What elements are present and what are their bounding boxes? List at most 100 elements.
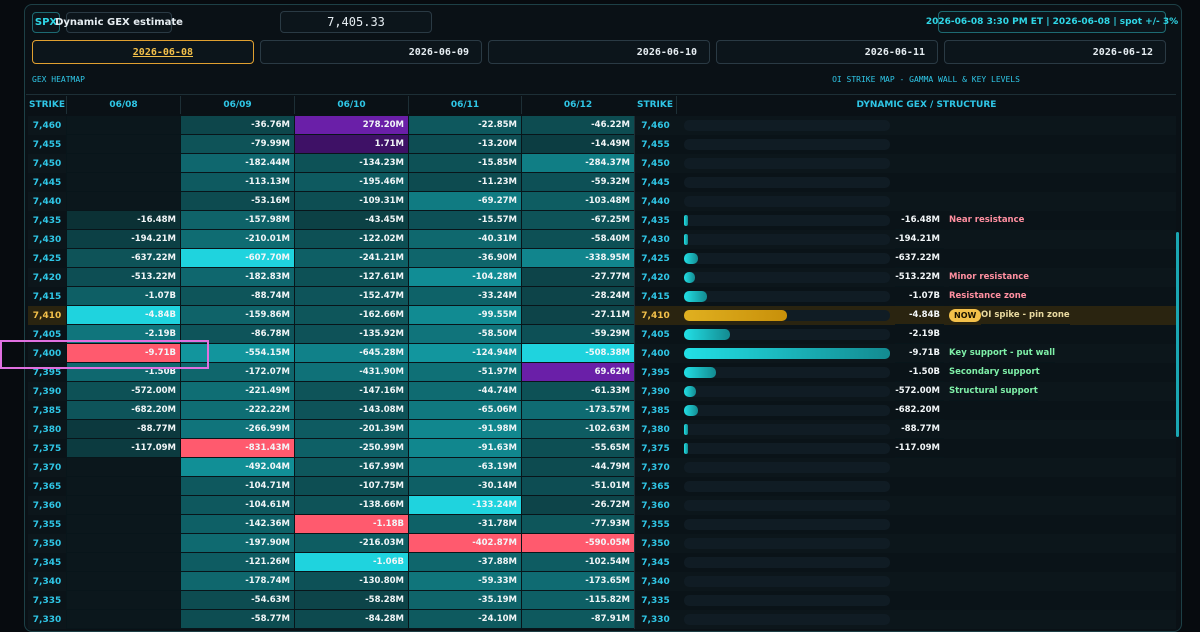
date-tab[interactable]: 2026-06-12 bbox=[944, 40, 1166, 64]
heat-cell: -59.32M bbox=[521, 173, 634, 192]
heat-cell: -157.98M bbox=[180, 211, 294, 230]
section-title: GEX HEATMAP bbox=[32, 75, 85, 84]
heat-cell: -24.10M bbox=[408, 610, 521, 629]
heat-cell: -13.20M bbox=[408, 135, 521, 154]
heat-cell: -14.49M bbox=[521, 135, 634, 154]
gex-label: -572.00M bbox=[895, 382, 944, 401]
heat-cell: -107.75M bbox=[294, 477, 408, 496]
bar-track bbox=[684, 329, 890, 340]
strike: 7,385 bbox=[32, 405, 62, 416]
heat-cell: -88.74M bbox=[180, 287, 294, 306]
heat-cell: -67.25M bbox=[521, 211, 634, 230]
gex-label: -637.22M bbox=[895, 249, 944, 268]
heat-cell: -241.21M bbox=[294, 249, 408, 268]
date-tab[interactable]: 2026-06-11 bbox=[716, 40, 938, 64]
heat-cell bbox=[66, 116, 180, 135]
heat-cell: -130.80M bbox=[294, 572, 408, 591]
gex-label: -9.71B bbox=[895, 344, 944, 363]
heat-cell: -195.46M bbox=[294, 173, 408, 192]
heat-cell: -35.19M bbox=[408, 591, 521, 610]
strike: 7,395 bbox=[634, 363, 676, 382]
strike: 7,400 bbox=[634, 344, 676, 363]
gex-label: -1.07B bbox=[895, 287, 944, 306]
heat-cell: -102.54M bbox=[521, 553, 634, 572]
spot-price: 7,405.33 bbox=[280, 11, 432, 33]
heat-cell: -682.20M bbox=[66, 401, 180, 420]
scrollbar[interactable] bbox=[1176, 232, 1179, 437]
gex-label: -2.19B bbox=[895, 325, 944, 344]
heat-cell bbox=[66, 572, 180, 591]
heat-cell: -402.87M bbox=[408, 534, 521, 553]
heat-cell: -216.03M bbox=[294, 534, 408, 553]
heat-cell: -102.63M bbox=[521, 420, 634, 439]
heat-cell: -36.90M bbox=[408, 249, 521, 268]
bar-track bbox=[684, 272, 890, 283]
column-header: DYNAMIC GEX / STRUCTURE bbox=[676, 96, 1176, 114]
heat-cell: -103.48M bbox=[521, 192, 634, 211]
heat-cell: -173.57M bbox=[521, 401, 634, 420]
heat-cell: -40.31M bbox=[408, 230, 521, 249]
heat-cell: -162.66M bbox=[294, 306, 408, 325]
strike: 7,430 bbox=[634, 230, 676, 249]
heat-cell: -1.07B bbox=[66, 287, 180, 306]
strike: 7,410 bbox=[634, 306, 676, 325]
bar-track bbox=[684, 386, 890, 397]
heat-cell: -53.16M bbox=[180, 192, 294, 211]
heat-cell: -15.85M bbox=[408, 154, 521, 173]
gex-bar bbox=[684, 234, 689, 245]
heat-cell: -22.85M bbox=[408, 116, 521, 135]
gex-label: -682.20M bbox=[895, 401, 944, 420]
strike: 7,370 bbox=[32, 462, 62, 473]
heat-cell: -87.91M bbox=[521, 610, 634, 629]
gex-bar bbox=[684, 291, 707, 302]
gex-label: -16.48M bbox=[895, 211, 944, 230]
gex-bar bbox=[684, 367, 716, 378]
date-tab[interactable]: 2026-06-08 bbox=[32, 40, 254, 64]
strike: 7,460 bbox=[32, 120, 62, 131]
strike: 7,365 bbox=[32, 481, 62, 492]
heat-cell: -508.38M bbox=[521, 344, 634, 363]
heat-cell: -135.92M bbox=[294, 325, 408, 344]
date-tab[interactable]: 2026-06-10 bbox=[488, 40, 710, 64]
heat-cell: -51.01M bbox=[521, 477, 634, 496]
heat-cell: -197.90M bbox=[180, 534, 294, 553]
heat-cell: -91.98M bbox=[408, 420, 521, 439]
heat-cell: -99.55M bbox=[408, 306, 521, 325]
heat-cell: -77.93M bbox=[521, 515, 634, 534]
heat-cell: -58.77M bbox=[180, 610, 294, 629]
bar-track bbox=[684, 500, 890, 511]
heat-cell: -607.70M bbox=[180, 249, 294, 268]
heat-cell: -1.18B bbox=[294, 515, 408, 534]
heat-cell: -266.99M bbox=[180, 420, 294, 439]
heat-cell: -167.99M bbox=[294, 458, 408, 477]
strike: 7,355 bbox=[634, 515, 676, 534]
heat-cell: -831.43M bbox=[180, 439, 294, 458]
level-note: Minor resistance bbox=[949, 268, 1030, 287]
bar-track bbox=[684, 576, 890, 587]
gex-label: -88.77M bbox=[895, 420, 944, 439]
bar-track bbox=[684, 177, 890, 188]
strike: 7,335 bbox=[32, 595, 62, 606]
heat-cell: -572.00M bbox=[66, 382, 180, 401]
heat-cell: -104.61M bbox=[180, 496, 294, 515]
heat-cell: -513.22M bbox=[66, 268, 180, 287]
heat-cell: 69.62M bbox=[521, 363, 634, 382]
gex-bar bbox=[684, 386, 697, 397]
strike: 7,435 bbox=[634, 211, 676, 230]
strike: 7,460 bbox=[634, 116, 676, 135]
gex-bar bbox=[684, 215, 688, 226]
gex-bar bbox=[684, 424, 688, 435]
heat-cell: -69.27M bbox=[408, 192, 521, 211]
strike: 7,360 bbox=[634, 496, 676, 515]
symbol-badge[interactable]: SPX bbox=[32, 12, 60, 33]
heat-cell: 278.20M bbox=[294, 116, 408, 135]
heat-cell: -104.71M bbox=[180, 477, 294, 496]
bar-track bbox=[684, 595, 890, 606]
date-tab[interactable]: 2026-06-09 bbox=[260, 40, 482, 64]
heat-cell bbox=[66, 173, 180, 192]
heat-cell: -152.47M bbox=[294, 287, 408, 306]
heat-cell: -221.49M bbox=[180, 382, 294, 401]
annotation-box bbox=[0, 340, 209, 369]
strike: 7,380 bbox=[634, 420, 676, 439]
